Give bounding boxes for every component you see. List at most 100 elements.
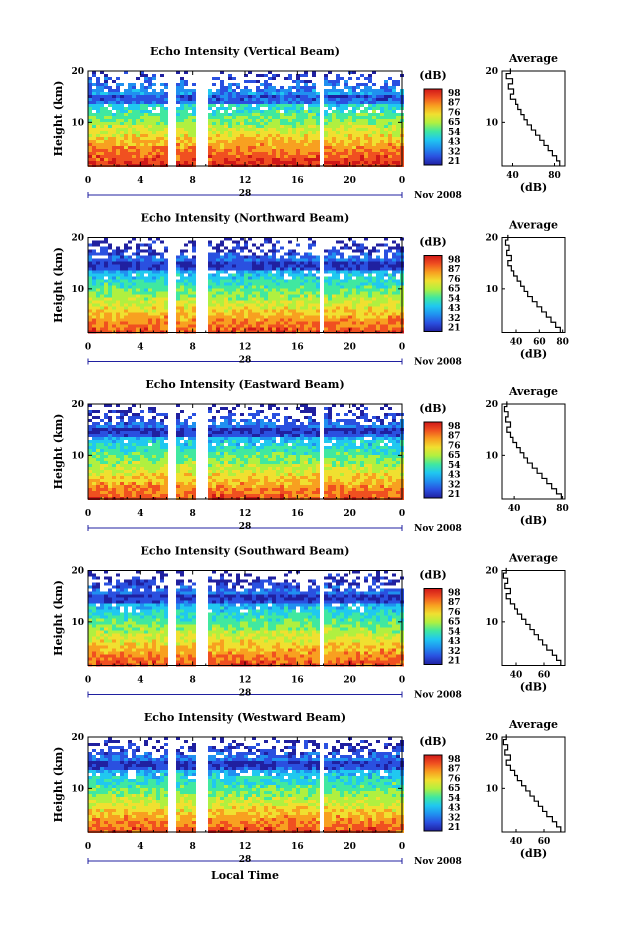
heatmap-cell <box>312 288 316 292</box>
heatmap-cell <box>384 83 388 86</box>
heatmap-cell <box>328 407 332 410</box>
heatmap-cell <box>96 437 100 440</box>
heatmap-cell <box>188 282 192 286</box>
heatmap-cell <box>208 273 212 277</box>
heatmap-cell <box>132 431 136 434</box>
heatmap-cell <box>128 327 132 331</box>
heatmap-cell <box>344 107 348 110</box>
heatmap-cell <box>304 74 308 77</box>
heatmap-cell <box>252 306 256 310</box>
heatmap-cell <box>388 143 392 146</box>
colorbar-tick-label: 54 <box>448 294 461 304</box>
heatmap-cell <box>284 419 288 422</box>
heatmap-cell <box>208 116 212 119</box>
heatmap-cell <box>380 101 384 104</box>
heatmap-cell <box>108 276 112 280</box>
heatmap-cell <box>268 149 272 152</box>
heatmap-cell <box>388 267 392 271</box>
heatmap-cell <box>348 282 352 286</box>
heatmap-cell <box>248 288 252 292</box>
heatmap-cell <box>140 110 144 113</box>
heatmap-cell <box>116 86 120 89</box>
heatmap-cell <box>164 324 168 328</box>
heatmap-cell <box>280 261 284 265</box>
heatmap-cell <box>108 125 112 128</box>
heatmap-cell <box>136 261 140 265</box>
heatmap-cell <box>148 131 152 134</box>
heatmap-cell <box>108 116 112 119</box>
heatmap-cell <box>304 116 308 119</box>
heatmap-cell <box>348 113 352 116</box>
heatmap-cell <box>372 110 376 113</box>
heatmap-cell <box>380 318 384 322</box>
heatmap-cell <box>244 116 248 119</box>
heatmap-cell <box>220 294 224 298</box>
heatmap-cell <box>328 261 332 265</box>
heatmap-cell <box>232 152 236 155</box>
heatmap-cell <box>100 98 104 101</box>
heatmap-cell <box>220 315 224 319</box>
heatmap-cell <box>264 86 268 89</box>
heatmap-cell <box>260 410 264 413</box>
heatmap-cell <box>380 419 384 422</box>
heatmap-cell <box>136 143 140 146</box>
heatmap-cell <box>216 306 220 310</box>
heatmap-cell <box>140 152 144 155</box>
heatmap-cell <box>288 431 292 434</box>
heatmap-cell <box>184 155 188 158</box>
heatmap-cell <box>88 119 92 122</box>
heatmap-cell <box>388 315 392 319</box>
heatmap-cell <box>124 282 128 286</box>
heatmap-cell <box>376 309 380 313</box>
heatmap-cell <box>276 155 280 158</box>
heatmap-cell <box>396 143 400 146</box>
heatmap-cell <box>128 128 132 131</box>
heatmap-cell <box>192 264 196 268</box>
heatmap-cell <box>256 315 260 319</box>
x-tick-label: 20 <box>343 343 356 353</box>
heatmap-cell <box>108 416 112 419</box>
heatmap-cell <box>248 104 252 107</box>
heatmap-cell <box>128 288 132 292</box>
heatmap-cell <box>300 446 304 449</box>
heatmap-cell <box>336 261 340 265</box>
heatmap-cell <box>316 446 320 449</box>
heatmap-cell <box>120 276 124 280</box>
heatmap-cell <box>136 155 140 158</box>
heatmap-cell <box>212 246 216 250</box>
heatmap-cell <box>284 422 288 425</box>
heatmap-cell <box>108 285 112 289</box>
heatmap-cell <box>300 131 304 134</box>
heatmap-cell <box>108 119 112 122</box>
heatmap-cell <box>300 294 304 298</box>
heatmap-cell <box>216 143 220 146</box>
heatmap-cell <box>92 422 96 425</box>
heatmap-cell <box>276 413 280 416</box>
heatmap-cell <box>96 309 100 313</box>
heatmap-cell <box>176 285 180 289</box>
heatmap-cell <box>236 303 240 307</box>
heatmap-cell <box>372 285 376 289</box>
heatmap-cell <box>140 327 144 331</box>
heatmap-cell <box>108 431 112 434</box>
heatmap-cell <box>116 92 120 95</box>
heatmap-cell <box>308 425 312 428</box>
heatmap-cell <box>244 327 248 331</box>
heatmap-cell <box>256 291 260 295</box>
heatmap-cell <box>360 324 364 328</box>
heatmap-cell <box>108 318 112 322</box>
heatmap-cell <box>124 267 128 271</box>
heatmap-cell <box>328 440 332 443</box>
heatmap-cell <box>180 270 184 274</box>
heatmap-cell <box>212 104 216 107</box>
heatmap-cell <box>368 249 372 253</box>
heatmap-cell <box>392 267 396 271</box>
heatmap-cell <box>280 89 284 92</box>
heatmap-cell <box>248 282 252 286</box>
heatmap-cell <box>344 258 348 262</box>
heatmap-cell <box>328 107 332 110</box>
heatmap-cell <box>132 270 136 274</box>
heatmap-cell <box>192 422 196 425</box>
heatmap-cell <box>376 306 380 310</box>
heatmap-cell <box>176 86 180 89</box>
